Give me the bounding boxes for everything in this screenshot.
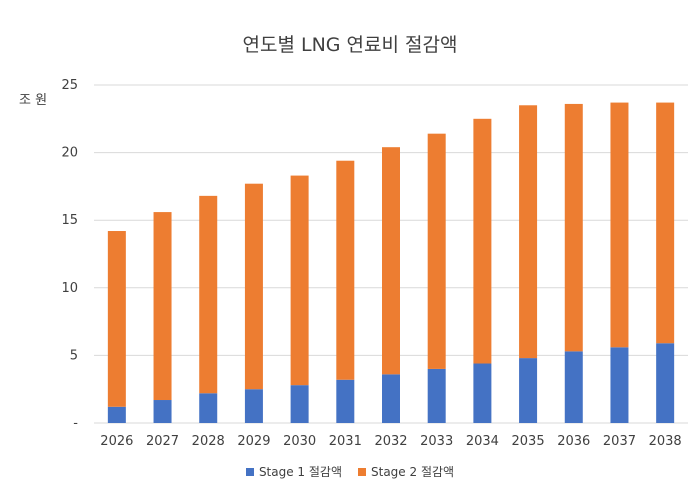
bar-2-2029 [244,183,263,390]
bar-2-2036 [564,103,583,352]
bar-1-2033 [427,368,446,423]
bar-1-2027 [153,400,172,423]
bar-1-2028 [199,393,218,423]
bar-1-2029 [244,389,263,423]
bar-2-2037 [610,102,629,348]
chart-title: 연도별 LNG 연료비 절감액 [242,34,458,56]
x-tick-label: 2031 [329,434,362,449]
y-tick-label: 10 [61,281,78,296]
y-tick-label: - [73,416,78,431]
x-tick-label: 2028 [192,434,225,449]
bar-1-2035 [519,358,538,423]
x-tick-label: 2032 [374,434,407,449]
x-tick-label: 2030 [283,434,316,449]
legend-label: Stage 1 절감액 [258,465,342,479]
bar-1-2037 [610,347,629,423]
x-tick-label: 2038 [649,434,682,449]
bar-2-2030 [290,175,309,386]
y-tick-label: 25 [61,78,78,93]
bar-2-2032 [382,147,400,375]
bar-2-2028 [199,195,218,394]
bar-2-2035 [519,105,538,359]
bar-2-2038 [656,102,675,344]
legend-item: Stage 1 절감액 [245,463,342,480]
bar-1-2030 [290,385,309,423]
x-tick-label: 2034 [466,434,499,449]
legend-swatch [358,467,366,476]
y-tick-label: 20 [61,146,78,161]
legend-item: Stage 2 절감액 [358,463,454,480]
y-axis-label: 조 원 [19,93,48,108]
legend: Stage 1 절감액 Stage 2 절감액 [0,463,700,480]
bar-1-2036 [564,351,583,423]
y-tick-label: 15 [61,213,78,228]
x-tick-label: 2036 [557,434,590,449]
bar-1-2034 [473,363,492,423]
legend-label: Stage 2 절감액 [371,465,455,479]
x-tick-label: 2033 [420,434,453,449]
x-tick-label: 2035 [512,434,545,449]
x-tick-label: 2027 [146,434,179,449]
bar-2-2034 [473,118,492,364]
bar-2-2031 [336,160,355,380]
x-tick-label: 2037 [603,434,636,449]
bar-1-2038 [656,343,675,423]
bar-1-2031 [336,379,355,423]
y-tick-label: 5 [70,348,78,363]
bar-2-2027 [153,212,172,401]
bar-2-2026 [107,231,126,407]
bar-2-2033 [427,133,446,369]
legend-swatch [245,467,254,476]
x-tick-label: 2026 [100,434,133,449]
x-tick-label: 2029 [237,434,270,449]
bar-1-2032 [382,374,400,423]
bar-1-2026 [107,406,126,423]
